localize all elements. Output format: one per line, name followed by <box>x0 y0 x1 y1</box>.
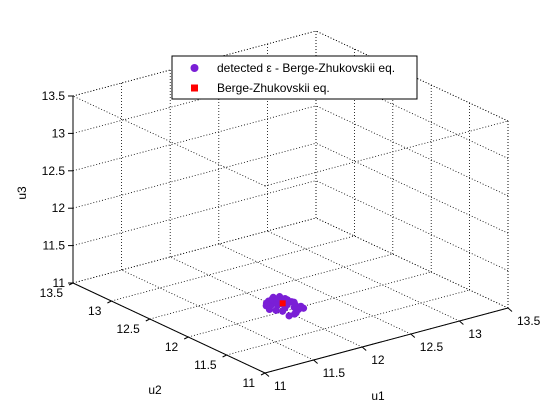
x-tick-label: 13.5 <box>517 314 541 328</box>
z-tick-label: 12 <box>52 201 66 215</box>
x-tick-label: 12 <box>371 353 385 367</box>
grid-line <box>315 217 509 309</box>
y-tick-label: 13.5 <box>40 286 64 300</box>
x-tick-label: 12.5 <box>420 340 444 354</box>
y-tick-mark <box>183 336 189 340</box>
grid-line <box>121 269 314 361</box>
data-point-circle <box>297 302 305 310</box>
x-tick-mark <box>507 307 513 312</box>
z-tick-label: 11 <box>53 276 66 290</box>
y-tick-label: 12 <box>165 340 179 354</box>
grid-line <box>315 180 509 271</box>
data-point-square <box>279 300 286 307</box>
y-tick-label: 12.5 <box>116 322 140 336</box>
x-tick-mark <box>313 359 318 364</box>
y-tick-label: 11 <box>243 376 256 390</box>
x-tick-mark <box>361 346 367 351</box>
y-axis-line <box>72 282 266 374</box>
x-tick-mark <box>264 372 270 377</box>
y-tick-label: 13 <box>88 304 102 318</box>
data-point-circle <box>290 299 298 307</box>
x-tick-mark <box>410 333 416 338</box>
x-tick-mark <box>459 320 464 325</box>
z-tick-label: 13.5 <box>42 89 66 103</box>
x-axis-label: u1 <box>371 389 385 403</box>
legend-box <box>171 55 418 100</box>
y-tick-mark <box>107 300 112 304</box>
z-axis-label: u3 <box>15 186 29 200</box>
box-edge <box>72 95 266 187</box>
y-tick-mark <box>145 318 151 322</box>
box-edge <box>264 120 509 187</box>
y-tick-mark <box>222 354 227 358</box>
data-point-circle <box>285 312 293 320</box>
z-tick-label: 12.5 <box>42 164 66 178</box>
legend-marker-square <box>191 84 198 92</box>
y-tick-label: 11.5 <box>194 358 217 372</box>
grid-line <box>72 180 317 246</box>
x-tick-label: 11 <box>274 379 287 393</box>
z-tick-label: 13 <box>52 126 66 140</box>
grid-line <box>315 105 509 197</box>
x-axis-line <box>264 307 509 374</box>
y-tick-mark <box>260 372 266 376</box>
legend-marker-circle <box>190 64 199 72</box>
grid-line <box>188 271 432 338</box>
x-tick-label: 13 <box>468 327 482 341</box>
grid-line <box>72 105 317 172</box>
grid-line <box>72 217 317 284</box>
legend-label: detected ε - Berge-Zhukovskii eq. <box>217 61 395 75</box>
legend-label: Berge-Zhukovskii eq. <box>217 81 330 95</box>
grid-line <box>315 142 509 234</box>
data-point-circle <box>262 299 271 307</box>
grid-line <box>218 243 411 335</box>
grid-line <box>72 142 317 209</box>
grid-line <box>111 235 355 302</box>
y-axis-label: u2 <box>148 383 162 397</box>
x-tick-label: 11.5 <box>323 366 346 380</box>
z-tick-label: 11.5 <box>43 239 66 253</box>
